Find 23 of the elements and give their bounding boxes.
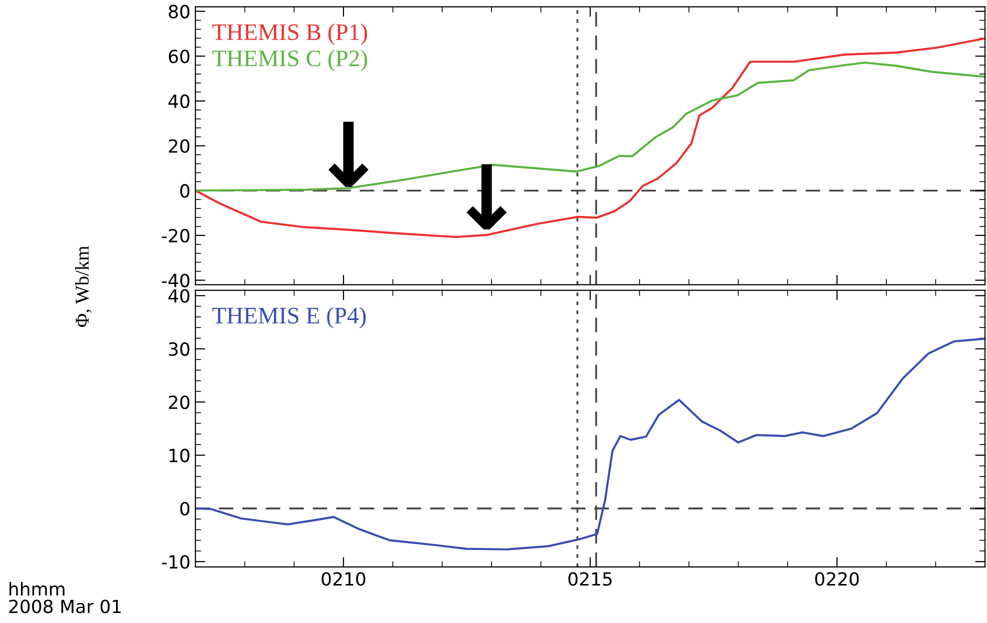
y-tick-label: 80 [168, 4, 190, 18]
y-tick-label: 30 [168, 342, 190, 356]
y-axis-title: Φ, Wb/km [75, 246, 92, 327]
y-tick-label: 20 [168, 139, 190, 153]
y-tick-label: 40 [168, 94, 190, 108]
y-tick-label: 60 [168, 50, 190, 64]
x-tick-label: 0215 [568, 572, 612, 586]
text: THEMIS E (P4) [212, 306, 366, 328]
x-tick-label: 0220 [815, 572, 859, 586]
text: THEMIS B (P1) [212, 24, 368, 45]
text: THEMIS C (P2) [212, 50, 368, 72]
y-tick-label: -40 [162, 274, 190, 288]
x-tick-label: 0210 [322, 572, 366, 586]
y-tick-label: -10 [162, 555, 190, 569]
y-tick-label: 10 [170, 448, 190, 462]
y-tick-label: 0 [180, 502, 190, 516]
y-tick-label: 20 [168, 395, 190, 410]
y-tick-label: 0 [180, 184, 190, 198]
annotation: ↓ [466, 164, 507, 230]
annotation: ↓ [328, 122, 369, 187]
y-tick-label: -20 [162, 228, 190, 243]
text: hhmm 2008 Mar 01 [9, 582, 121, 614]
y-tick-label: 40 [168, 289, 190, 303]
